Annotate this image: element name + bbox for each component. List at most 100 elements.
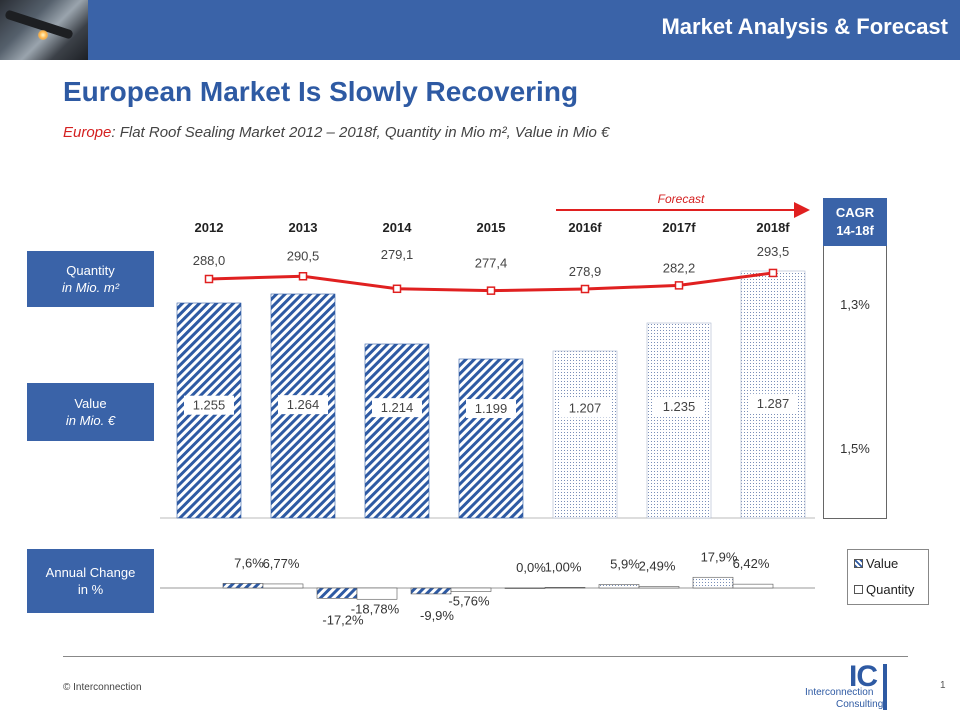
change-label-value-2015: -9,9% [420,608,454,623]
change-bar-quantity-2013 [262,583,304,589]
category-label-2015: 2015 [477,220,506,235]
quantity-label-2013: 290,5 [287,248,320,263]
cagr-title-line2: 14-18f [836,223,874,238]
value-label-2018f: 1.287 [757,396,790,411]
change-label-value-2017f: 5,9% [610,556,640,571]
quantity-point-2015 [486,286,496,295]
value-label-2015: 1.199 [475,401,508,416]
quantity-point-2017f [674,281,684,290]
header-title: Market Analysis & Forecast [661,14,948,39]
change-label-box: Annual Change in % [27,549,154,613]
value-label-2012: 1.255 [193,398,226,413]
category-label-2012: 2012 [195,220,224,235]
value-label-line1: Value [74,396,107,411]
value-bar-2016f [552,350,618,519]
quantity-label-box: Quantity in Mio. m² [27,251,154,307]
change-bar-quantity-2015 [450,587,492,592]
change-bar-value-2016f [504,587,546,589]
forecast-label: Forecast [658,192,705,206]
subtitle-region: Europe [63,124,112,141]
quantity-point-2012 [204,274,214,284]
change-bar-quantity-2018f [732,583,774,589]
change-bar-value-2013 [222,583,264,589]
quantity-label-line1: Quantity [66,263,115,278]
quantity-point-2018f [768,268,778,278]
change-label-value-2013: 7,6% [234,555,264,570]
change-bar-value-2015 [410,587,452,595]
quantity-label-2015: 277,4 [475,256,508,271]
value-label-bg-2018f [748,393,798,413]
header-photo [0,0,88,60]
legend-label-value: Value [866,556,899,571]
value-label-bg-2012 [184,395,234,415]
value-bar-2017f [646,322,712,519]
chart-subtitle: Europe: Flat Roof Sealing Market 2012 – … [63,124,609,141]
quantity-point-2014 [392,284,402,294]
change-label-quantity-2017f: 2,49% [639,559,676,574]
cagr-quantity-value: 1,3% [840,297,870,312]
legend-swatch-value [854,559,863,568]
value-label-bg-2015 [466,399,516,419]
category-label-2016f: 2016f [568,220,602,235]
value-bar-2015 [458,358,524,519]
change-label-quantity-2013: 6,77% [263,556,300,571]
category-label-2018f: 2018f [756,220,790,235]
change-label-quantity-2015: -5,76% [448,593,490,608]
quantity-label-2016f: 278,9 [569,264,602,279]
change-label-quantity-2016f: 1,00% [545,559,582,574]
change-label-value-2016f: 0,0% [516,560,546,575]
logo-bar [883,664,887,710]
cagr-header: CAGR 14-18f [823,198,887,246]
change-label-line2: in % [77,582,104,597]
page-number: 1 [940,680,946,691]
value-label-2017f: 1.235 [663,399,696,414]
change-bar-value-2017f [598,584,640,589]
value-label-bg-2017f [654,396,704,416]
logo-text-line2: Consulting [836,699,884,710]
change-bar-quantity-2017f [638,586,680,589]
quantity-point-2016f [580,284,590,294]
change-bar-value-2018f [692,576,734,589]
quantity-label-2012: 288,0 [193,253,226,268]
change-bar-value-2014 [316,587,358,599]
value-label-bg-2013 [278,395,328,415]
value-bar-2014 [364,343,430,519]
quantity-label-2018f: 293,5 [757,244,790,259]
logo-text-line1: Interconnection [805,687,874,698]
value-label-2014: 1.214 [381,400,414,415]
category-label-2013: 2013 [289,220,318,235]
value-label-bg-2016f [560,398,610,418]
legend-swatch-quantity [854,585,863,594]
change-label-value-2014: -17,2% [322,612,364,627]
change-bar-quantity-2016f [544,587,586,589]
quantity-label-line2: in Mio. m² [61,280,120,295]
cagr-title-line1: CAGR [835,205,875,220]
page-title: European Market Is Slowly Recovering [63,76,579,107]
header-bar: Market Analysis & Forecast [0,0,960,60]
legend-item-value: Value [854,556,898,571]
subtitle-text: : Flat Roof Sealing Market 2012 – 2018f,… [111,124,610,141]
change-legend: Value Quantity [847,549,929,605]
value-label-2013: 1.264 [287,397,320,412]
category-label-2014: 2014 [383,220,413,235]
company-logo: IC [849,660,878,693]
legend-label-quantity: Quantity [866,582,915,597]
category-label-2017f: 2017f [662,220,696,235]
change-label-quantity-2014: -18,78% [351,601,400,616]
footer-divider [63,656,908,657]
legend-item-quantity: Quantity [854,582,914,597]
value-label-box: Value in Mio. € [27,383,154,441]
change-bar-quantity-2014 [356,587,398,600]
value-label-line2: in Mio. € [65,413,116,428]
change-label-line1: Annual Change [45,565,136,580]
change-label-value-2018f: 17,9% [701,549,738,564]
cagr-value-value: 1,5% [840,441,870,456]
value-label-bg-2014 [372,398,422,418]
quantity-label-2014: 279,1 [381,247,414,262]
copyright: © Interconnection [63,682,142,693]
value-label-2016f: 1.207 [569,401,602,416]
quantity-point-2013 [298,272,308,281]
quantity-label-2017f: 282,2 [663,260,696,275]
change-label-quantity-2018f: 6,42% [733,556,770,571]
